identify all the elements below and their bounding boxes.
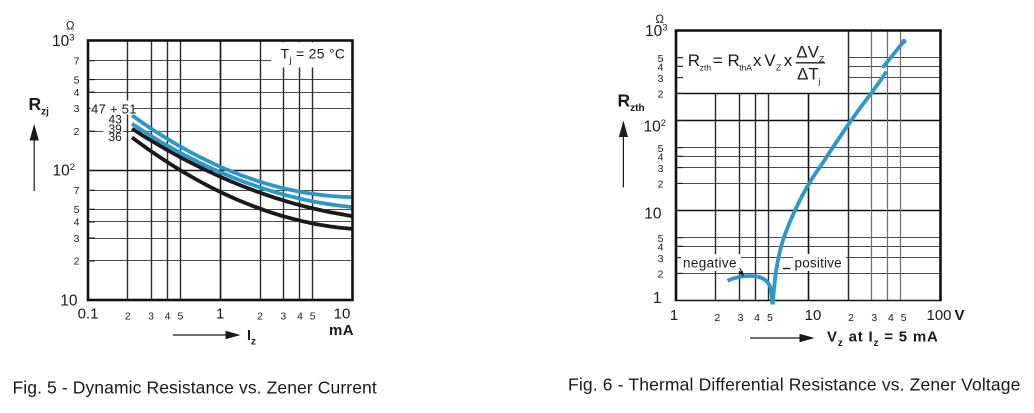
svg-text:100: 100	[926, 307, 951, 324]
svg-text:V: V	[954, 307, 964, 324]
svg-text:3: 3	[658, 73, 664, 85]
svg-text:2: 2	[74, 256, 80, 268]
svg-text:4: 4	[754, 312, 760, 324]
svg-text:4: 4	[888, 312, 894, 324]
svg-text:Fig. 6 - Thermal Differential: Fig. 6 - Thermal Differential Resistance…	[568, 375, 1021, 395]
svg-text:2: 2	[848, 312, 854, 324]
svg-text:Ω: Ω	[66, 21, 75, 33]
svg-text:5: 5	[901, 312, 907, 324]
svg-text:Fig. 5 - Dynamic Resistance vs: Fig. 5 - Dynamic Resistance vs. Zener Cu…	[13, 378, 377, 398]
svg-text:10: 10	[60, 292, 78, 309]
svg-text:3: 3	[738, 312, 744, 324]
svg-text:5: 5	[177, 311, 183, 323]
svg-text:2: 2	[257, 311, 263, 323]
svg-text:5: 5	[767, 312, 773, 324]
svg-text:2: 2	[658, 179, 664, 191]
svg-text:47 + 51: 47 + 51	[91, 102, 137, 117]
svg-text:5: 5	[74, 204, 80, 216]
svg-text:1: 1	[216, 306, 224, 323]
svg-text:7: 7	[74, 55, 80, 67]
svg-text:4: 4	[74, 217, 80, 229]
svg-text:7: 7	[74, 185, 80, 197]
svg-text:103: 103	[52, 33, 75, 51]
svg-text:36: 36	[108, 130, 122, 144]
svg-text:2: 2	[658, 89, 664, 101]
svg-text:4: 4	[74, 87, 80, 99]
svg-text:2: 2	[714, 312, 720, 324]
svg-text:2: 2	[74, 126, 80, 138]
svg-text:5: 5	[658, 53, 664, 65]
svg-text:4: 4	[658, 62, 664, 74]
svg-text:2: 2	[125, 311, 131, 323]
svg-text:4: 4	[165, 311, 171, 323]
svg-text:4: 4	[658, 152, 664, 164]
svg-text:3: 3	[658, 253, 664, 265]
svg-text:3: 3	[280, 311, 286, 323]
svg-text:Iz: Iz	[247, 328, 256, 348]
svg-text:4: 4	[658, 242, 664, 254]
svg-text:102: 102	[52, 162, 75, 180]
svg-text:negative: negative	[683, 256, 737, 271]
svg-text:0.1: 0.1	[78, 306, 99, 323]
svg-text:Ω: Ω	[655, 14, 664, 26]
svg-text:Vz at Iz = 5 mA: Vz at Iz = 5 mA	[827, 329, 939, 350]
svg-text:4: 4	[297, 311, 303, 323]
svg-text:102: 102	[643, 118, 666, 136]
svg-text:mA: mA	[329, 322, 354, 339]
svg-text:3: 3	[74, 103, 80, 115]
svg-text:10: 10	[334, 306, 351, 323]
svg-text:5: 5	[310, 311, 316, 323]
svg-text:3: 3	[658, 163, 664, 175]
svg-text:3: 3	[871, 312, 877, 324]
svg-text:3: 3	[148, 311, 154, 323]
svg-text:1: 1	[670, 307, 678, 324]
svg-text:39: 39	[108, 122, 122, 136]
svg-text:10: 10	[805, 307, 822, 324]
svg-text:positive: positive	[795, 256, 842, 271]
svg-text:5: 5	[658, 143, 664, 155]
svg-text:43: 43	[108, 112, 122, 126]
svg-text:5: 5	[658, 233, 664, 245]
svg-text:5: 5	[74, 74, 80, 86]
svg-text:1: 1	[653, 290, 662, 307]
svg-text:103: 103	[645, 23, 668, 41]
svg-text:Tj = 25 °C: Tj = 25 °C	[281, 46, 346, 67]
svg-text:10: 10	[644, 205, 662, 222]
svg-text:3: 3	[74, 233, 80, 245]
svg-text:2: 2	[658, 269, 664, 281]
